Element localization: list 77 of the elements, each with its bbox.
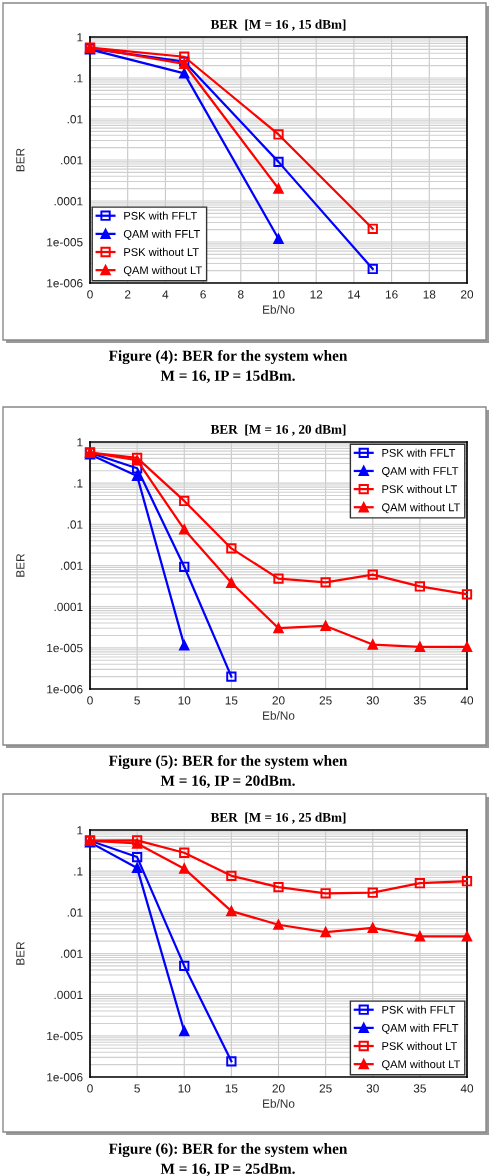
text: M = 16, IP = 25dBm. bbox=[160, 1163, 295, 1176]
chart-title: BER [M = 16 , 20 dBm] bbox=[210, 424, 346, 436]
x-tick-label: 35 bbox=[413, 1084, 426, 1093]
legend-label: QAM with FFLT bbox=[382, 1023, 459, 1034]
legend-label: PSK with FFLT bbox=[124, 211, 197, 220]
x-tick-label: 2 bbox=[125, 290, 131, 299]
x-tick-label: 4 bbox=[162, 290, 169, 299]
x-tick-label: 6 bbox=[200, 290, 206, 299]
text: M = 16, IP = 15dBm. bbox=[160, 370, 295, 384]
chart-title: BER [M = 16 , 25 dBm] bbox=[210, 812, 346, 824]
x-tick-label: 0 bbox=[87, 696, 93, 705]
y-tick-label: 1e-005 bbox=[47, 238, 83, 247]
x-tick-label: 40 bbox=[460, 696, 474, 705]
y-tick-label: 1e-005 bbox=[47, 1031, 83, 1041]
y-axis-title: BER bbox=[16, 941, 25, 965]
x-tick-label: 25 bbox=[319, 1084, 332, 1093]
y-tick-label: .01 bbox=[67, 908, 83, 917]
x-tick-label: 15 bbox=[225, 1084, 238, 1093]
x-tick-label: 14 bbox=[348, 290, 361, 299]
x-tick-label: 15 bbox=[225, 696, 238, 705]
y-tick-label: .01 bbox=[67, 520, 83, 529]
x-tick-label: 20 bbox=[272, 696, 285, 705]
x-axis-title: Eb/No bbox=[263, 1099, 295, 1108]
text: Figure (5): BER for the system when bbox=[108, 754, 348, 770]
y-tick-label: .1 bbox=[74, 74, 83, 83]
y-tick-label: .001 bbox=[61, 561, 83, 570]
x-tick-label: 20 bbox=[272, 1084, 285, 1093]
x-tick-label: 25 bbox=[319, 696, 332, 705]
y-tick-label: 1 bbox=[77, 438, 83, 447]
x-tick-label: 40 bbox=[460, 1084, 474, 1093]
x-tick-label: 35 bbox=[413, 696, 426, 705]
x-tick-label: 30 bbox=[366, 696, 379, 705]
x-tick-label: 20 bbox=[461, 290, 474, 299]
y-axis-title: BER bbox=[16, 148, 25, 172]
x-tick-label: 16 bbox=[385, 290, 398, 299]
x-tick-label: 8 bbox=[238, 290, 244, 299]
text: Figure (6): BER for the system when bbox=[108, 1142, 348, 1158]
legend-label: PSK without LT bbox=[382, 1041, 458, 1050]
y-axis-title: BER bbox=[16, 553, 25, 577]
text: Figure (4): BER for the system when bbox=[108, 349, 348, 365]
x-tick-label: 30 bbox=[366, 1084, 379, 1093]
legend-label: QAM without LT bbox=[382, 503, 461, 514]
x-tick-label: 10 bbox=[178, 1084, 191, 1093]
x-tick-label: 10 bbox=[178, 696, 191, 705]
legend-label: QAM with FFLT bbox=[123, 229, 201, 240]
x-tick-label: 0 bbox=[87, 1084, 93, 1093]
legend-label: PSK with FFLT bbox=[382, 448, 456, 457]
x-axis-title: Eb/No bbox=[263, 711, 295, 720]
legend-label: QAM without LT bbox=[123, 265, 202, 277]
y-tick-label: .0001 bbox=[54, 602, 83, 612]
x-tick-label: 10 bbox=[272, 290, 285, 299]
y-tick-label: 1 bbox=[77, 826, 83, 835]
legend-label: PSK without LT bbox=[124, 247, 199, 256]
y-tick-label: .0001 bbox=[54, 990, 83, 1000]
legend-label: PSK with FFLT bbox=[382, 1005, 456, 1014]
x-tick-label: 0 bbox=[87, 290, 93, 299]
text: M = 16, IP = 20dBm. bbox=[160, 775, 295, 789]
legend-label: QAM with FFLT bbox=[382, 466, 459, 477]
x-axis-title: Eb/No bbox=[263, 305, 295, 314]
y-tick-label: .1 bbox=[74, 867, 83, 876]
y-tick-label: .001 bbox=[61, 156, 83, 165]
y-tick-label: .01 bbox=[67, 115, 83, 124]
y-tick-label: 1e-005 bbox=[47, 643, 83, 653]
y-tick-label: 1e-006 bbox=[47, 685, 83, 694]
y-tick-label: 1e-006 bbox=[47, 1073, 83, 1082]
y-tick-label: .001 bbox=[61, 949, 83, 958]
x-tick-label: 18 bbox=[423, 290, 436, 299]
x-tick-label: 5 bbox=[134, 696, 140, 705]
chart-title: BER [M = 16 , 15 dBm] bbox=[210, 19, 346, 31]
y-tick-label: 1 bbox=[77, 33, 83, 42]
legend-label: PSK without LT bbox=[382, 484, 458, 494]
legend-label: QAM without LT bbox=[382, 1059, 461, 1071]
x-tick-label: 12 bbox=[310, 290, 323, 299]
y-tick-label: .0001 bbox=[54, 197, 83, 206]
y-tick-label: .1 bbox=[74, 479, 83, 488]
x-tick-label: 5 bbox=[134, 1084, 140, 1093]
y-tick-label: 1e-006 bbox=[47, 279, 83, 288]
